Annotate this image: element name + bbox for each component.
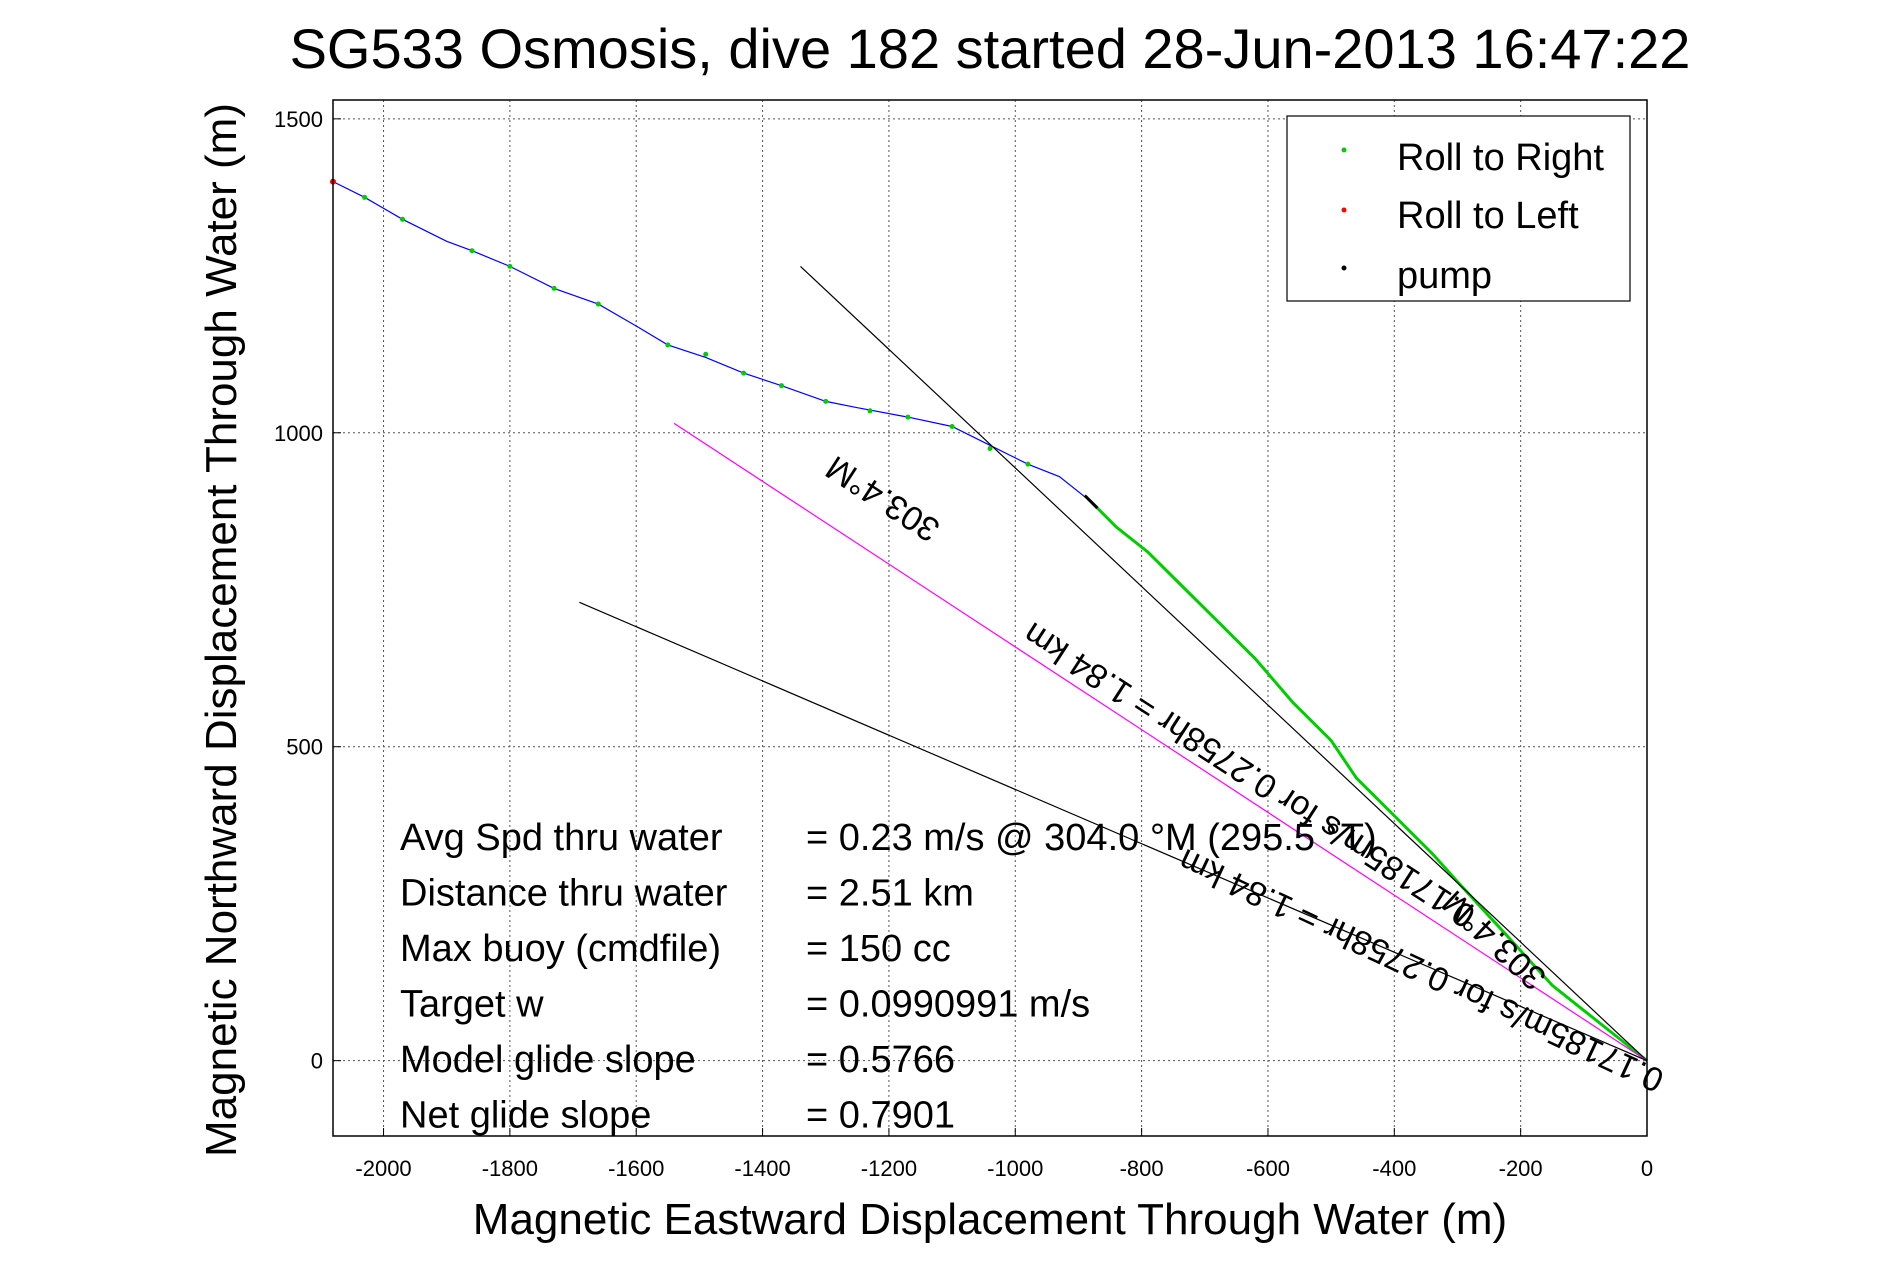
roll-right-marker: [703, 351, 709, 357]
stat-value: = 0.0990991 m/s: [806, 984, 1090, 1026]
y-tick-label: 500: [286, 735, 323, 760]
legend-label-roll-right: Roll to Right: [1397, 137, 1604, 179]
y-tick-label: 0: [311, 1049, 323, 1074]
roll-right-marker: [665, 342, 671, 348]
x-tick-label: -2000: [355, 1156, 411, 1181]
roll-right-marker: [905, 414, 911, 420]
roll-right-marker: [741, 370, 747, 376]
y-tick-label: 1000: [274, 421, 323, 446]
series-pump: [1083, 494, 1099, 510]
x-tick-label: -1000: [987, 1156, 1043, 1181]
stat-label: Model glide slope: [400, 1039, 696, 1081]
x-tick-label: -1400: [734, 1156, 790, 1181]
x-tick-label: -400: [1372, 1156, 1416, 1181]
roll-right-marker: [823, 398, 829, 404]
stat-value: = 0.5766: [806, 1039, 955, 1081]
series-forecast-303-4-m: [673, 422, 1648, 1062]
x-tick-label: 0: [1641, 1156, 1653, 1181]
legend: Roll to Right Roll to Left pump: [1286, 115, 1631, 302]
roll-right-marker: [362, 194, 368, 200]
legend-label-pump: pump: [1397, 255, 1492, 297]
stat-label: Net glide slope: [400, 1095, 651, 1137]
roll-right-marker: [399, 216, 405, 222]
series-track-dive: [1090, 500, 1648, 1062]
stat-label: Target w: [400, 984, 544, 1026]
plot-frame: [332, 99, 1648, 1137]
legend-label-roll-left: Roll to Left: [1397, 195, 1579, 237]
x-tick-label: -600: [1246, 1156, 1290, 1181]
stat-value: = 0.7901: [806, 1095, 955, 1137]
ticks: -2000 -1800 -1600 -1400 -1200 -1000 -800 -600 -4…: [274, 107, 1653, 1181]
stat-label: Max buoy (cmdfile): [400, 928, 721, 970]
stat-label: Distance thru water: [400, 873, 728, 915]
stat-value: = 2.51 km: [806, 873, 974, 915]
y-tick-label: 1500: [274, 107, 323, 132]
series-track-climb: [332, 181, 1092, 503]
series-layer: [332, 181, 1648, 1062]
stat-value: = 150 cc: [806, 928, 951, 970]
x-tick-label: -1200: [861, 1156, 917, 1181]
y-axis-label: Magnetic Northward Displacement Through …: [197, 103, 246, 1157]
chart-title: SG533 Osmosis, dive 182 started 28-Jun-2…: [290, 17, 1691, 80]
roll-right-marker: [595, 301, 601, 307]
stat-label: Avg Spd thru water: [400, 817, 723, 859]
x-tick-label: -800: [1120, 1156, 1164, 1181]
roll-right-marker: [551, 285, 557, 291]
legend-marker-roll-right: [1341, 147, 1347, 153]
stats-block: Avg Spd thru water = 0.23 m/s @ 304.0 °M …: [400, 817, 1377, 1137]
roll-right-marker: [867, 408, 873, 414]
roll-right-marker: [949, 423, 955, 429]
roll-right-marker: [507, 263, 513, 269]
roll-right-marker: [469, 248, 475, 254]
legend-marker-pump: [1341, 265, 1347, 271]
x-tick-label: -1800: [482, 1156, 538, 1181]
x-tick-label: -1600: [608, 1156, 664, 1181]
legend-marker-roll-left: [1341, 207, 1347, 213]
roll-right-marker: [987, 445, 993, 451]
roll-right-marker: [779, 383, 785, 389]
roll-right-marker: [1025, 461, 1031, 467]
x-tick-label: -200: [1499, 1156, 1543, 1181]
series-current-reference: [579, 601, 1648, 1062]
series-heading-reference-303-4-m: [800, 265, 1648, 1062]
x-axis-label: Magnetic Eastward Displacement Through W…: [473, 1195, 1507, 1244]
markers-layer: [330, 178, 1031, 467]
stat-value: = 0.23 m/s @ 304.0 °M (295.5 °T): [806, 817, 1377, 859]
